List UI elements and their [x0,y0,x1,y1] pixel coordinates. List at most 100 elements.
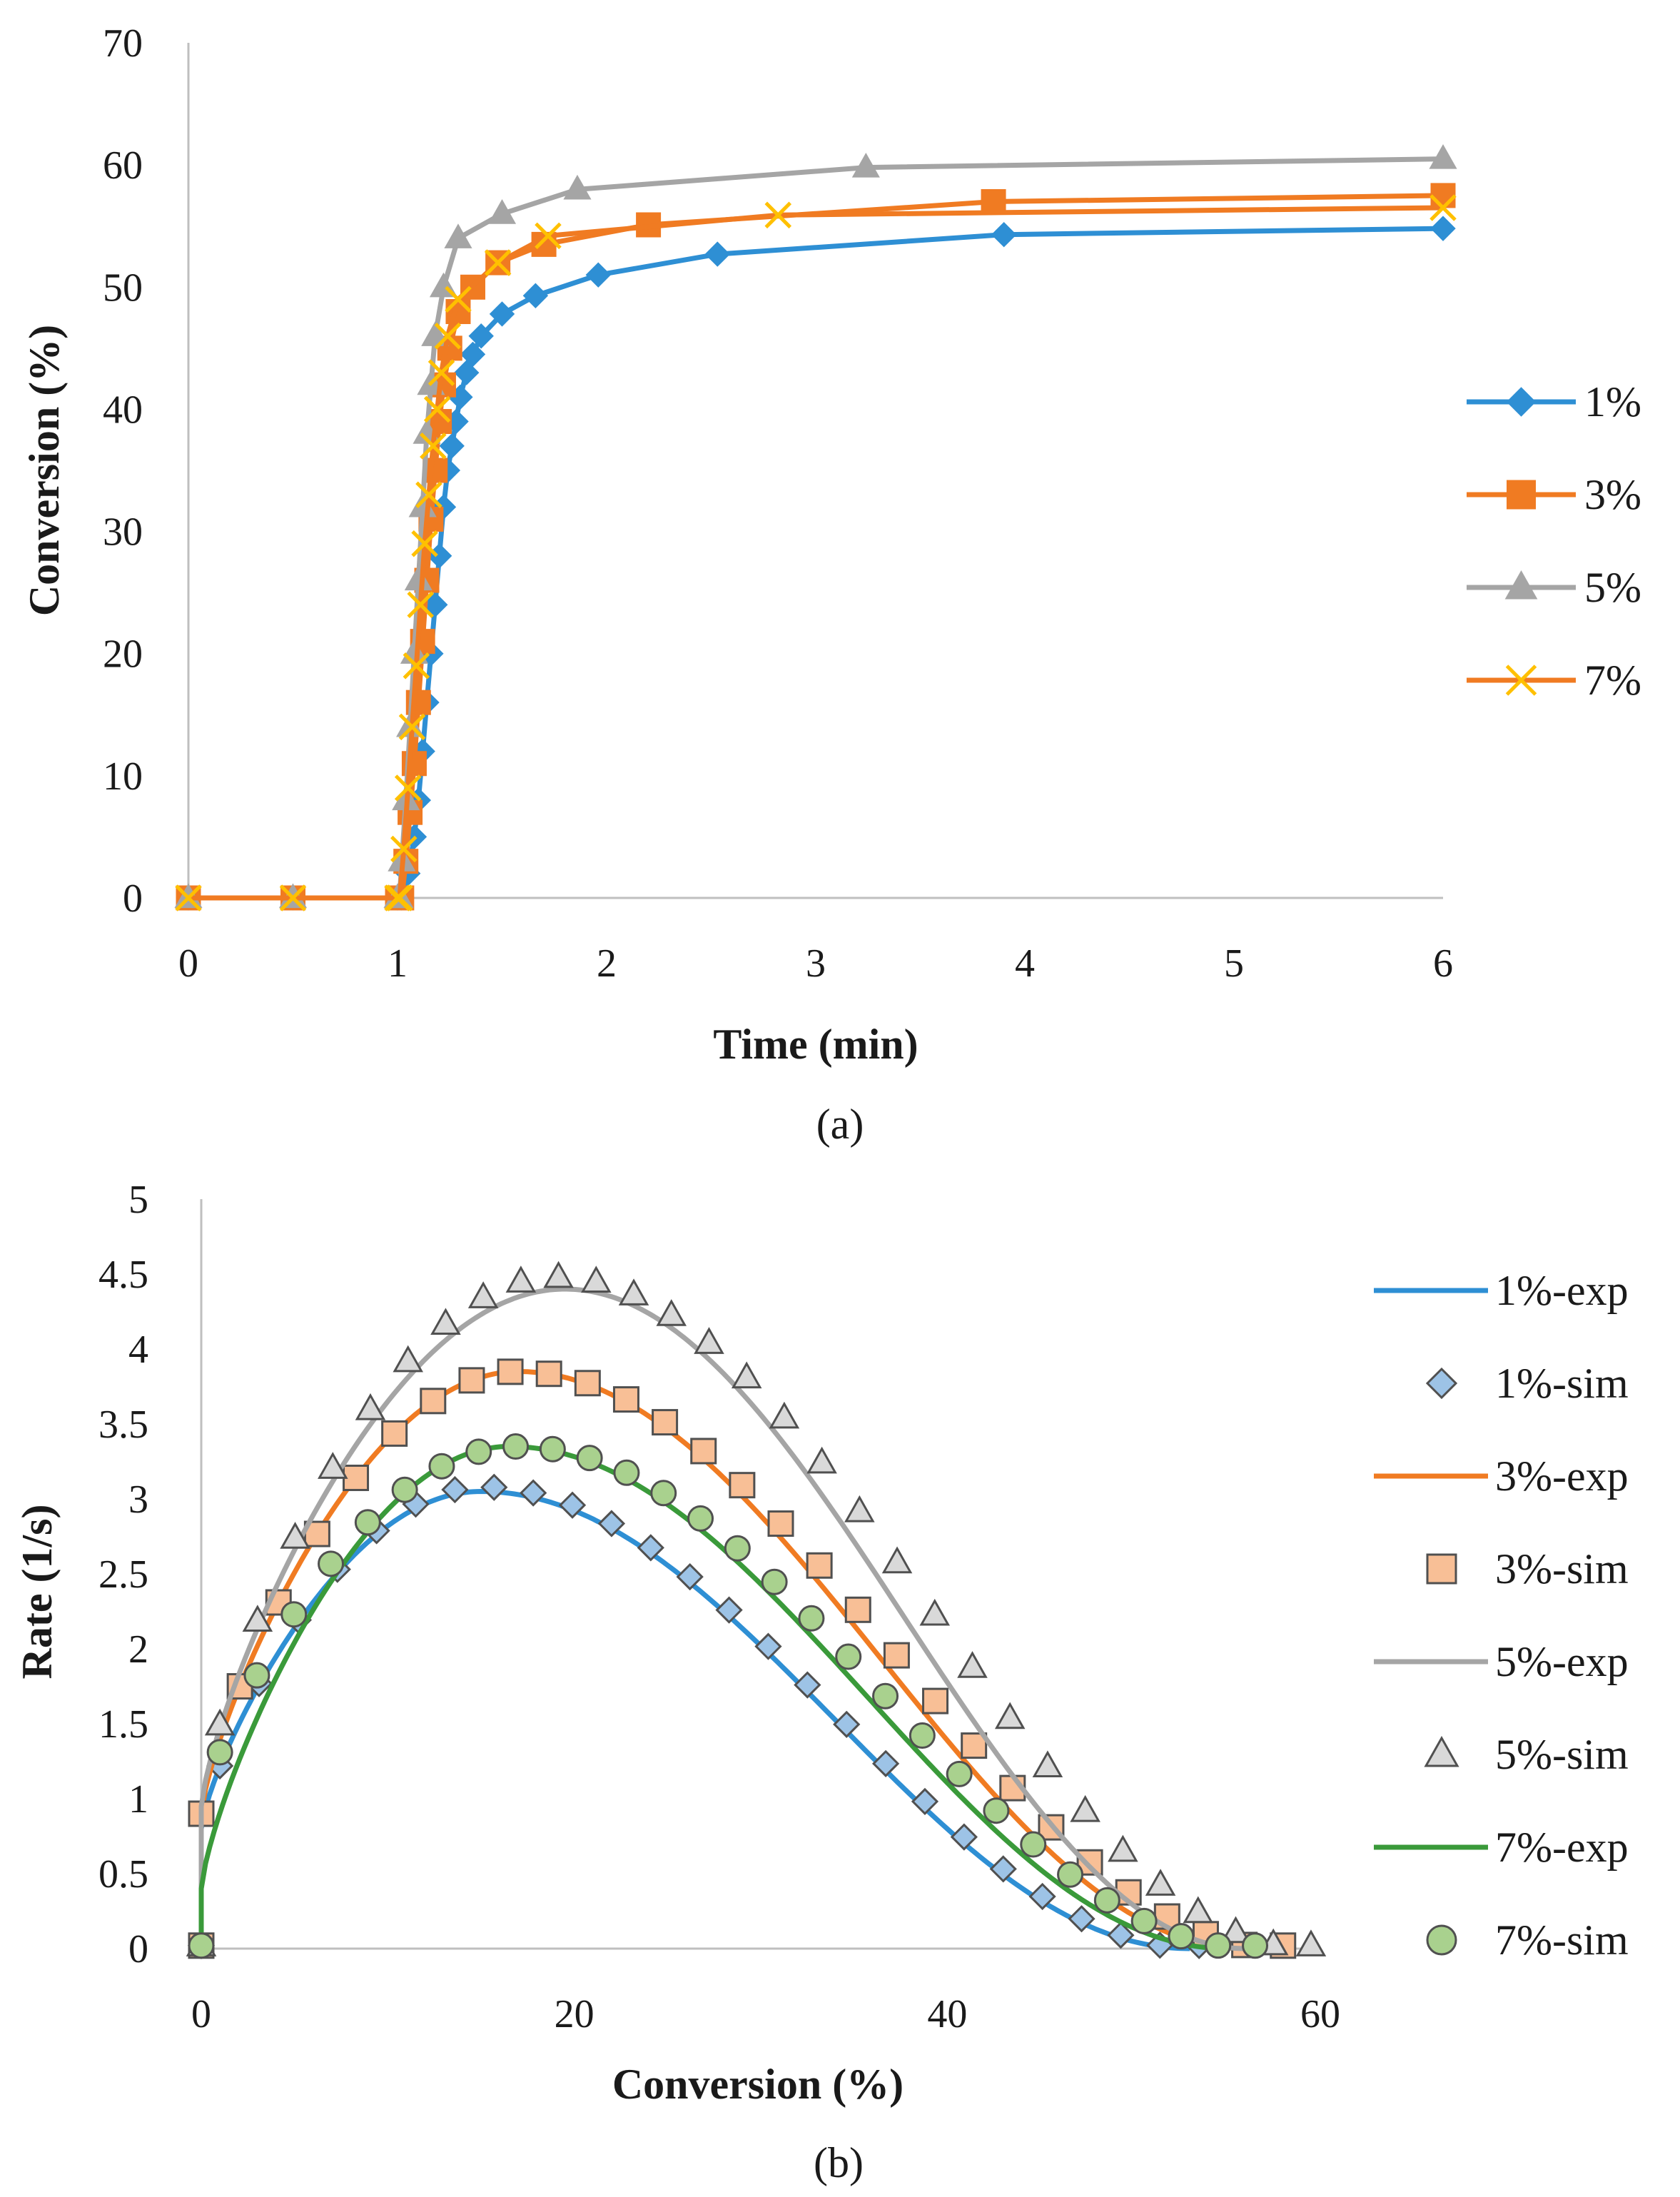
chart-b-data-point [798,1605,825,1632]
chart-b-data-point [1093,1887,1120,1914]
chart-a-data-point [411,530,438,557]
chart-b-y-tick-label: 2.5 [98,1552,148,1597]
chart-b-data-point [961,1732,988,1759]
chart-a-data-point [704,241,730,267]
chart-b-data-point [806,1552,833,1579]
chart-b-data-point [1130,1907,1158,1934]
chart-a-data-point [487,199,517,224]
chart-b-data-point [1068,1905,1095,1933]
chart-b-data-point [280,1601,308,1628]
chart-b-data-point [1107,1921,1135,1949]
chart-b-series-3 [188,1358,1297,1959]
chart-a-data-point [1430,183,1456,208]
chart-b-data-point [1032,1750,1063,1778]
chart-b-data-point [687,1505,714,1532]
chart-a-data-point [439,433,465,459]
chart-b-axes [200,1199,1320,1950]
chart-b-data-point [1183,1896,1214,1924]
chart-b-legend-marker [1426,1553,1457,1585]
chart-a-series-1 [176,183,1456,911]
chart-b-data-point [872,1682,899,1709]
chart-b-data-point [724,1535,751,1562]
chart-b-data-point [1242,1932,1269,1959]
chart-a-data-point [386,884,413,911]
chart-b-data-point [612,1386,639,1413]
chart-b-y-axis-title: Rate (1/s) [14,1505,61,1680]
chart-b-x-tick-label: 0 [191,1992,211,2036]
chart-b-series-4 [198,1286,1246,1951]
chart-a-series-3 [175,194,1457,911]
chart-a-series-line [188,193,1444,901]
chart-b-y-tick-label: 2 [128,1627,148,1672]
chart-a-legend-item: 1% [1467,378,1641,425]
chart-b-legend-label: 3%-exp [1495,1453,1629,1500]
chart-b-legend-item: 3%-exp [1374,1453,1629,1500]
chart-b-data-point [637,1534,664,1562]
chart-b-data-point [946,1760,973,1787]
chart-b-legend-item: 3%-sim [1426,1545,1629,1592]
chart-b-data-point [835,1643,862,1670]
chart-b-data-point [754,1632,782,1660]
chart-b-data-point [844,1596,871,1623]
chart-b-data-point [318,1452,348,1479]
chart-a-data-point [423,395,451,423]
chart-b-series-5 [186,1261,1327,1956]
chart-b-y-tick-label: 5 [128,1178,148,1222]
chart-a-data-point [279,884,307,911]
chart-b-y-tick-label: 3 [128,1478,148,1522]
chart-b-data-point [497,1358,524,1385]
chart-b-data-point [994,1702,1026,1729]
chart-b-data-point [715,1596,743,1624]
chart-b-data-point [467,1281,499,1308]
chart-a: 0 10 20 30 40 50 60 70 0 1 2 3 4 5 6 Time (min) Conve… [21,21,1641,1148]
chart-b-data-point [391,1476,418,1503]
chart-b-data-point [694,1327,724,1354]
chart-b-data-point [581,1266,612,1293]
chart-b-legend-item: 5%-exp [1374,1638,1629,1685]
chart-b-data-point [1145,1869,1176,1896]
chart-b-data-point [806,1446,837,1474]
chart-b-data-point [1295,1929,1327,1956]
chart-b-data-point [989,1855,1017,1883]
chart-b-data-point [1205,1932,1232,1959]
chart-b-data-point [950,1823,978,1851]
chart-a-data-point [764,201,792,229]
chart-a-y-ticks: 0 10 20 30 40 50 60 70 [103,21,143,921]
chart-a-x-tick-label: 2 [597,941,617,986]
chart-b-data-point [761,1568,788,1595]
chart-b-data-point [558,1491,587,1519]
chart-a-data-point [390,835,418,863]
chart-b-legend-item: 7%-exp [1374,1824,1629,1871]
chart-b-data-point [574,1370,601,1397]
chart-a-data-point [468,323,494,349]
chart-b-data-point [767,1510,794,1537]
chart-b-x-tick-label: 20 [555,1992,594,2036]
chart-b-series-line [198,1286,1246,1951]
chart-b-data-point [505,1266,537,1293]
chart-a-x-tick-label: 3 [806,941,826,986]
chart-b-legend-label: 1%-exp [1495,1267,1629,1314]
chart-b-data-point [355,1393,386,1420]
chart-b-data-point [242,1605,273,1632]
chart-b-data-point [441,1475,469,1504]
chart-b-data-point [909,1722,936,1749]
chart-b-data-point [613,1459,640,1486]
chart-b-series [186,1261,1327,1959]
chart-b-data-point [844,1495,875,1522]
chart-b-data-point [1057,1861,1084,1888]
chart-b-data-point [465,1438,492,1465]
chart-b-legend-marker [1425,1367,1458,1400]
chart-a-x-tick-label: 1 [388,941,408,986]
chart-b-data-point [428,1453,455,1480]
chart-a-x-ticks: 0 1 2 3 4 5 6 [178,941,1453,986]
chart-a-y-tick-label: 20 [103,632,143,677]
chart-b-legend-label: 5%-exp [1495,1638,1629,1685]
chart-b-data-point [676,1562,704,1591]
chart-b-legend-label: 7%-sim [1495,1916,1629,1964]
chart-a-legend-label: 7% [1584,657,1641,704]
chart-b-data-point [480,1473,508,1501]
chart-a-series [174,144,1457,911]
chart-b-legend-label: 3%-sim [1495,1545,1629,1592]
chart-b-data-point [729,1472,756,1499]
